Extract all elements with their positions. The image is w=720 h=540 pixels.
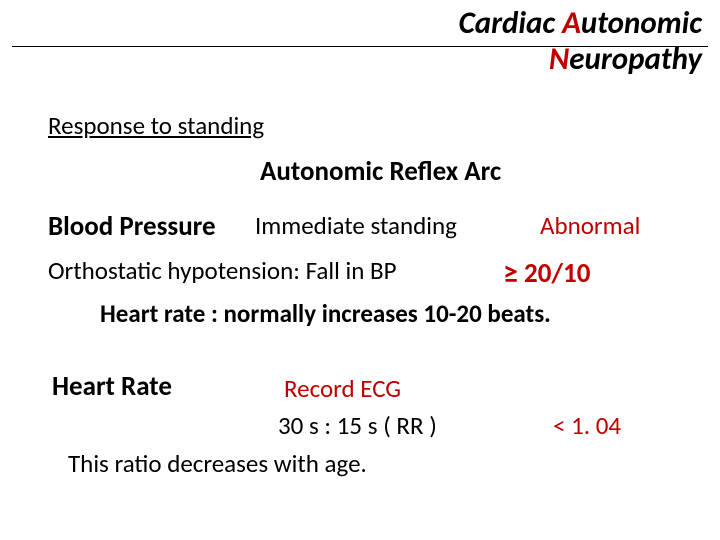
title-l1-red: A bbox=[562, 4, 581, 42]
geq-symbol: ≥ bbox=[503, 255, 518, 292]
bp-mid: Immediate standing bbox=[255, 210, 457, 241]
section-heading: Autonomic Reflex Arc bbox=[260, 155, 501, 188]
title-l1-part2: utonomic bbox=[581, 4, 702, 42]
title-line-1: Cardiac Autonomic bbox=[459, 6, 702, 42]
subtitle: Response to standing bbox=[48, 110, 264, 141]
slide-title: Cardiac Autonomic Neuropathy bbox=[459, 6, 702, 77]
ratio-text: 30 s : 15 s ( RR ) bbox=[278, 410, 437, 441]
ortho-threshold: ≥ 20/10 bbox=[503, 255, 590, 292]
age-note: This ratio decreases with age. bbox=[68, 448, 367, 479]
title-l1-part1: Cardiac bbox=[459, 4, 562, 42]
title-divider bbox=[12, 46, 708, 47]
heart-rate-label: Heart Rate bbox=[52, 370, 172, 403]
bp-abnormal: Abnormal bbox=[540, 210, 640, 241]
record-ecg: Record ECG bbox=[284, 373, 401, 404]
bp-label: Blood Pressure bbox=[48, 210, 216, 243]
ortho-text: Orthostatic hypotension: Fall in BP bbox=[48, 255, 397, 286]
ratio-threshold: < 1. 04 bbox=[553, 410, 621, 441]
ortho-value: 20/10 bbox=[518, 257, 590, 290]
hr-normal-text: Heart rate : normally increases 10-20 be… bbox=[100, 298, 551, 329]
